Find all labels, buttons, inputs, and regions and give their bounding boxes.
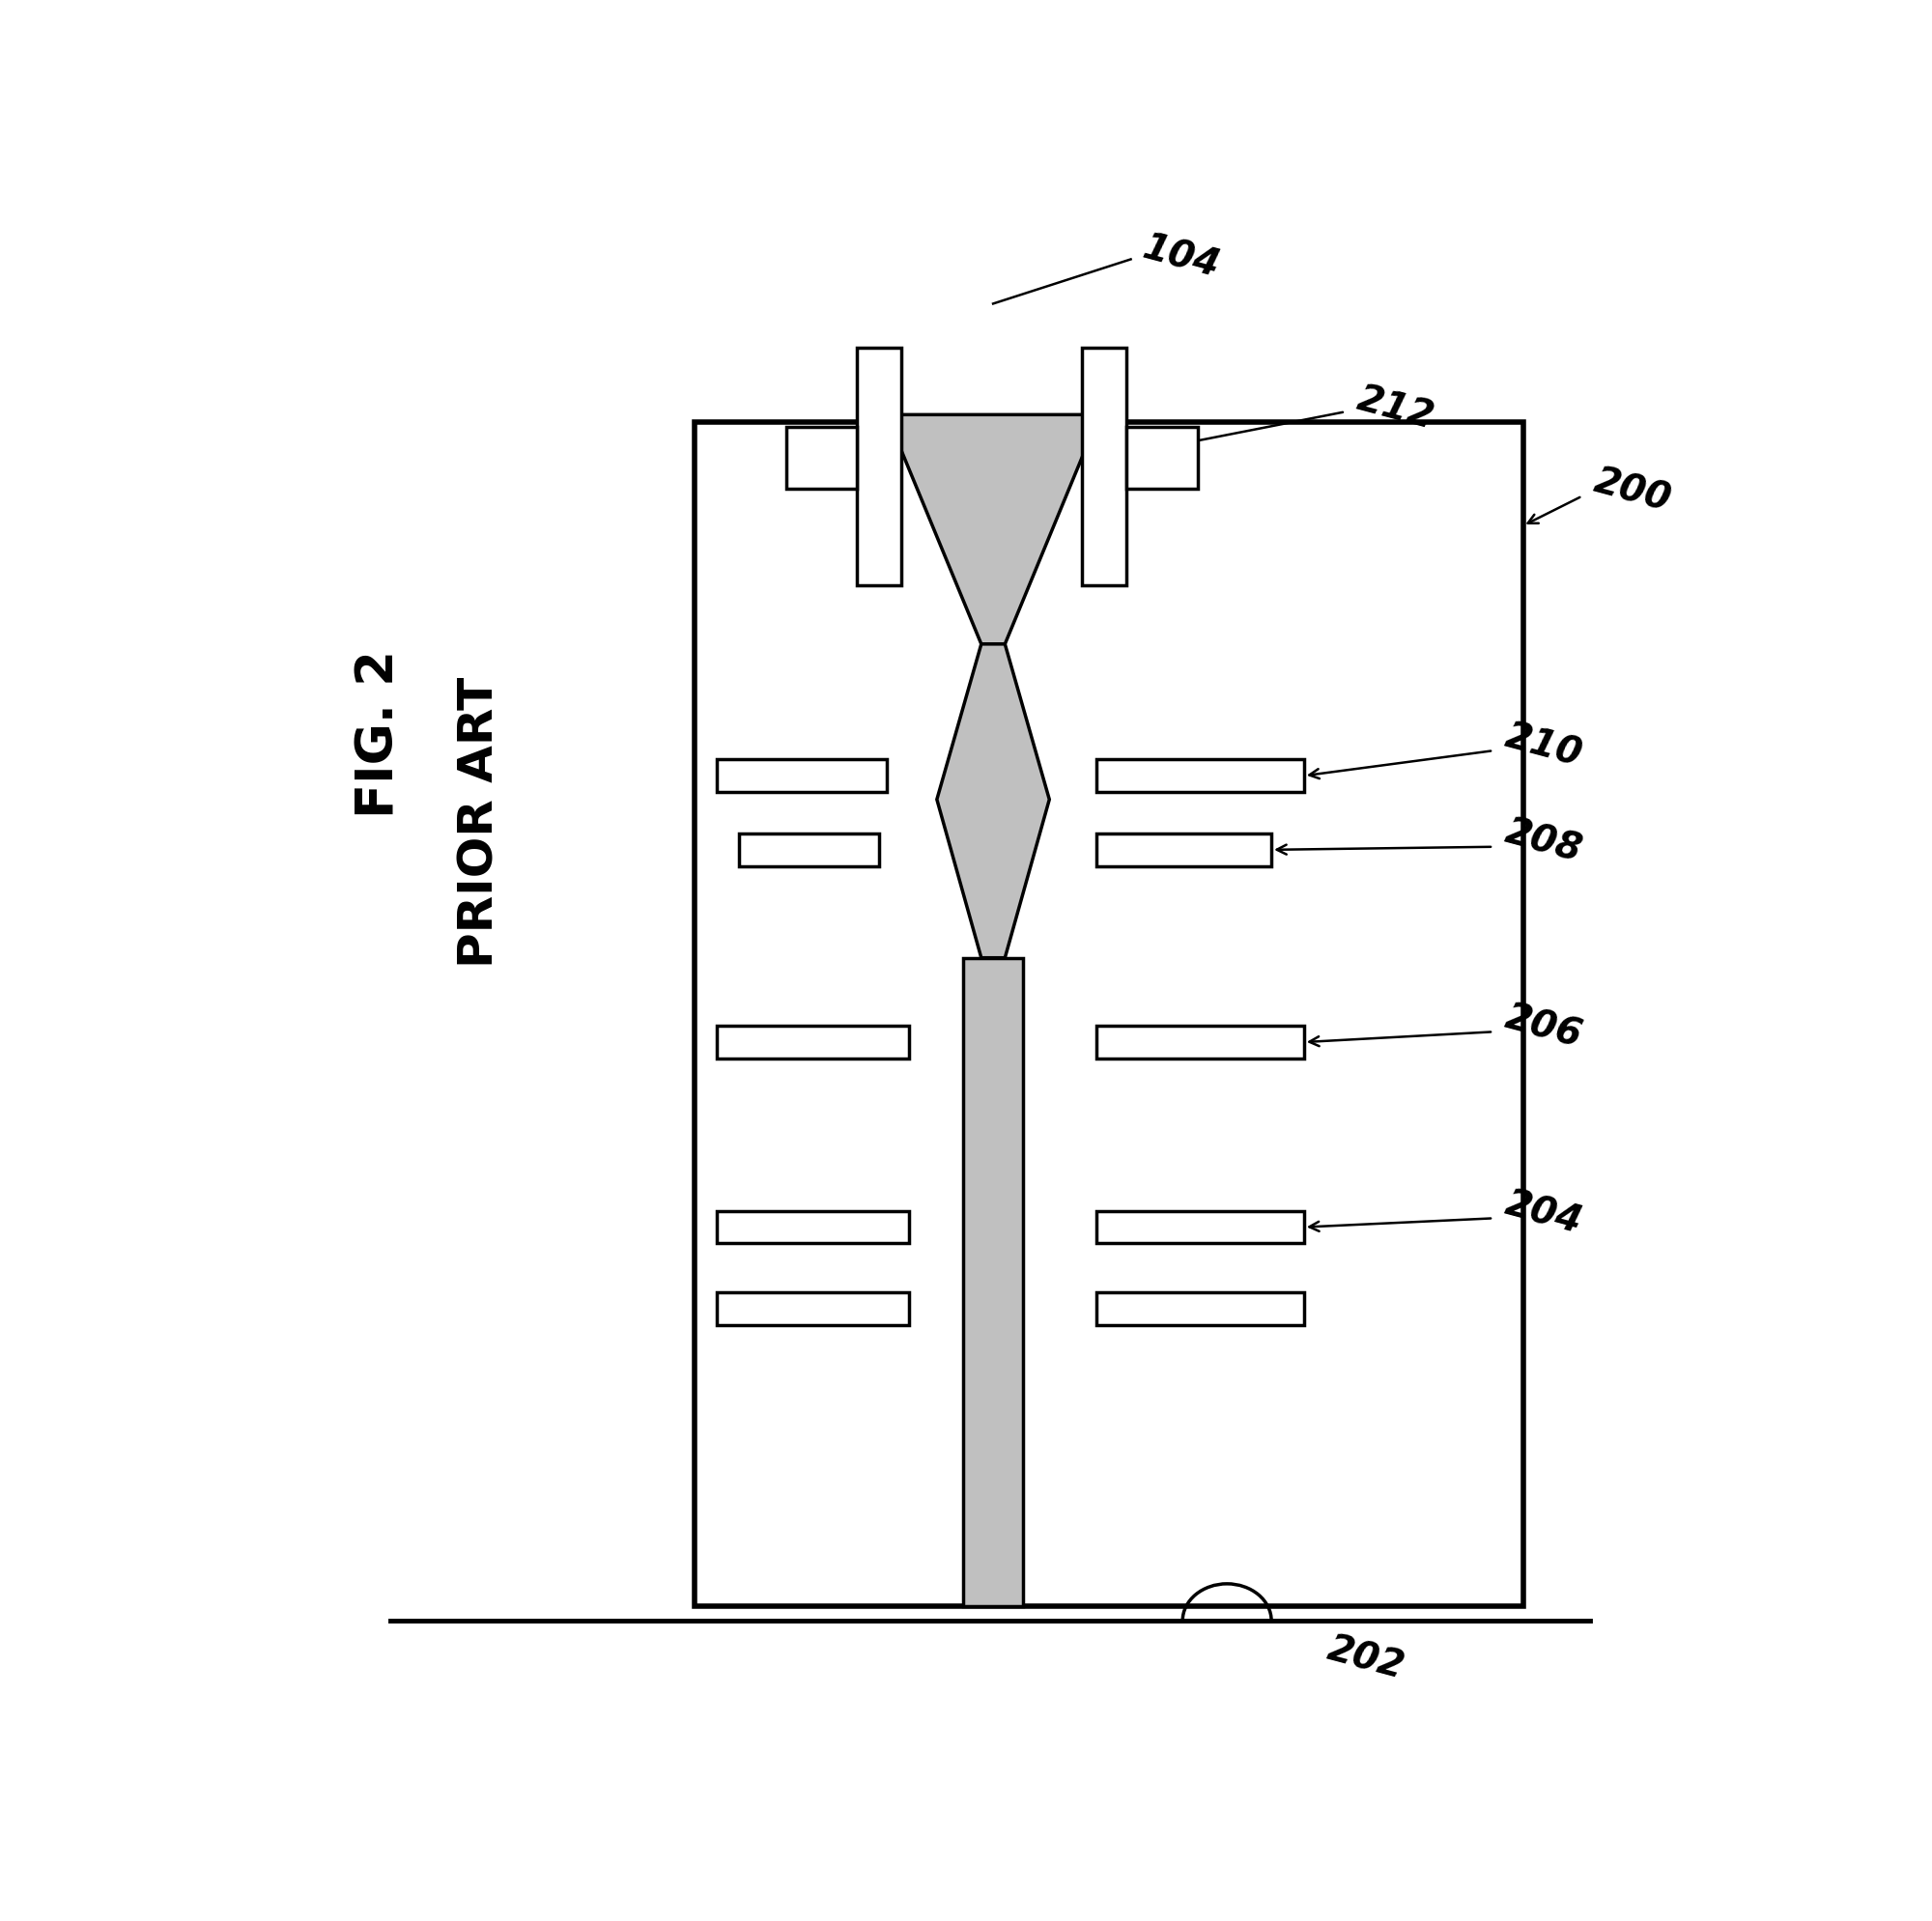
- Bar: [1126, 426, 1198, 490]
- Polygon shape: [964, 959, 1022, 1606]
- Text: PRIOR ART: PRIOR ART: [456, 676, 502, 968]
- Text: 212: 212: [1352, 380, 1437, 436]
- Bar: [717, 761, 887, 793]
- Bar: [858, 350, 902, 586]
- Bar: [738, 834, 879, 866]
- Text: 210: 210: [1501, 717, 1586, 772]
- Bar: [1097, 1293, 1304, 1325]
- Text: 202: 202: [1323, 1631, 1408, 1687]
- Bar: [1097, 1026, 1304, 1058]
- Bar: [717, 1026, 908, 1058]
- Text: 104: 104: [1138, 229, 1223, 284]
- Bar: [694, 423, 1522, 1606]
- Bar: [1097, 1212, 1304, 1243]
- Bar: [717, 1293, 908, 1325]
- Polygon shape: [937, 645, 1049, 959]
- Bar: [1082, 350, 1126, 586]
- Polygon shape: [887, 415, 1099, 645]
- Bar: [717, 1212, 908, 1243]
- Bar: [1097, 834, 1271, 866]
- Text: 200: 200: [1590, 463, 1675, 519]
- Text: 204: 204: [1501, 1185, 1586, 1241]
- Bar: [786, 426, 858, 490]
- Text: 206: 206: [1501, 999, 1586, 1055]
- Bar: [1097, 761, 1304, 793]
- Text: FIG. 2: FIG. 2: [354, 649, 404, 818]
- Text: 208: 208: [1501, 815, 1586, 868]
